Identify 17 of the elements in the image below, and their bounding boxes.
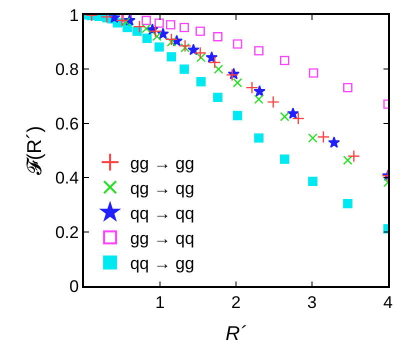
y-tick-label: 0.4 bbox=[55, 168, 79, 188]
legend-label: gg → qq bbox=[130, 229, 194, 248]
legend-label: gg → gg bbox=[130, 154, 194, 173]
legend-label: qq → qq bbox=[130, 204, 194, 223]
y-tick-label: 0 bbox=[69, 276, 79, 296]
x-tick-label: 3 bbox=[307, 293, 317, 312]
legend-label: qg → qg bbox=[130, 178, 194, 198]
y-axis-title: 𝓕(R´) bbox=[24, 126, 46, 176]
y-tick-label: 0.2 bbox=[55, 222, 79, 242]
y-tick-label: 0.8 bbox=[55, 60, 79, 80]
legend-label: qq → gg bbox=[130, 254, 194, 274]
y-tick-label: 0.6 bbox=[55, 114, 79, 134]
x-tick-label: 4 bbox=[383, 293, 393, 312]
y-tick-label: 1 bbox=[69, 6, 79, 25]
x-tick-label: 1 bbox=[155, 293, 165, 312]
x-tick-label: 2 bbox=[231, 293, 241, 312]
x-axis-title: R´ bbox=[225, 323, 247, 346]
